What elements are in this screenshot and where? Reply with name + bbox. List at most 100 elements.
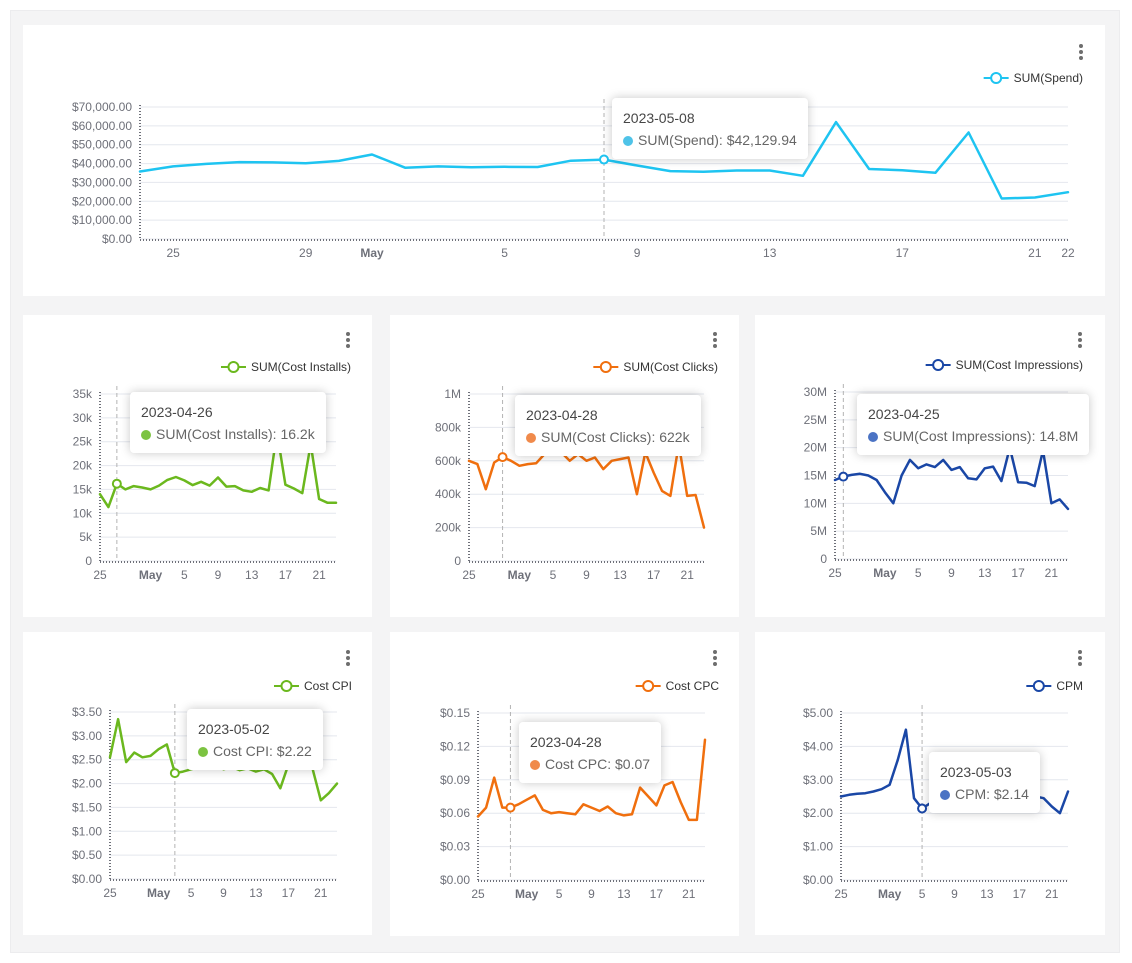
tooltip-value: SUM(Cost Impressions): 14.8M: [868, 426, 1078, 446]
y-tick-label: $3.50: [72, 705, 102, 719]
cpm-chart-svg: $0.00 $1.00 $2.00 $3.00 $4.00 $5.00 25 May 5 9 13 1…: [803, 679, 1083, 901]
cost-impressions-tooltip: 2023-04-25 SUM(Cost Impressions): 14.8M: [857, 394, 1090, 455]
cpm-tooltip: 2023-05-03 CPM: $2.14: [929, 752, 1040, 813]
cost-cpc-chart-svg: $0.00 $0.03 $0.06 $0.09 $0.12 $0.15 25 May 5 9 13 1…: [440, 679, 719, 901]
x-tick-label: 13: [978, 566, 992, 580]
tooltip-date: 2023-04-28: [526, 407, 598, 423]
x-tick-label: 9: [583, 568, 590, 582]
highlighted-data-point: [497, 452, 508, 463]
x-tick-label: 17: [1013, 887, 1027, 901]
tooltip-label: CPM: $2.14: [955, 786, 1029, 802]
x-tick-label: 25: [166, 246, 180, 260]
tooltip-series-dot: [940, 790, 950, 800]
x-tick-label: 17: [1011, 566, 1025, 580]
y-tick-label: 800k: [435, 420, 462, 434]
cost-installs-tooltip: 2023-04-26 SUM(Cost Installs): 16.2k: [130, 392, 326, 453]
y-tick-label: $0.00: [72, 872, 102, 886]
y-tick-label: $60,000.00: [72, 119, 132, 133]
x-tick-label: 5: [181, 568, 188, 582]
cost-cpc-tooltip: 2023-04-28 Cost CPC: $0.07: [519, 722, 662, 783]
x-tick-label: May: [139, 568, 163, 582]
series-line: [833, 446, 1070, 511]
x-tick-label: 13: [617, 887, 631, 901]
x-tick-label: 25: [103, 886, 117, 900]
legend-label: SUM(Spend): [1014, 71, 1083, 85]
y-tick-label: $4.00: [803, 739, 833, 753]
y-tick-label: $5.00: [803, 706, 833, 720]
x-tick-label: 21: [314, 886, 328, 900]
series-line: [476, 738, 707, 822]
x-tick-label: 13: [613, 568, 627, 582]
y-tick-label: 5M: [810, 524, 827, 538]
cost-impressions-menu-button[interactable]: [1073, 331, 1087, 353]
legend-circle-icon: [599, 361, 612, 373]
tooltip-date: 2023-05-03: [940, 764, 1012, 780]
x-tick-label: 17: [650, 887, 664, 901]
x-tick-label: 25: [834, 887, 848, 901]
y-tick-label: 0: [454, 554, 461, 568]
tooltip-date: 2023-04-26: [141, 404, 213, 420]
tooltip-label: SUM(Cost Impressions): 14.8M: [883, 428, 1079, 444]
y-tick-label: $1.00: [72, 824, 102, 838]
chart-panel-cost-cpi: $0.00 $0.50 $1.00 $1.50 $2.00 $2.50 $3.00 $3.50…: [23, 632, 372, 935]
y-tick-label: 0: [820, 552, 827, 566]
x-tick-label: 25: [93, 568, 107, 582]
tooltip-label: Cost CPI: $2.22: [213, 743, 312, 759]
spend-chart-svg: $0.00 $10,000.00 $20,000.00 $30,000.00 $40,0…: [72, 71, 1083, 260]
x-tick-label: 17: [279, 568, 293, 582]
highlighted-data-point: [838, 471, 849, 482]
cost-installs-menu-button[interactable]: [341, 331, 355, 353]
x-tick-label: 29: [299, 246, 313, 260]
legend-label: SUM(Cost Installs): [251, 360, 351, 374]
x-tick-label: 21: [682, 887, 696, 901]
y-tick-label: 5k: [79, 530, 93, 544]
chart-panel-cost-installs: 0 5k 10k 15k 20k 25k 30k 35k 25 May 5 9 13 17 21 SUM(Co…: [23, 315, 372, 617]
x-tick-label: 9: [215, 568, 222, 582]
x-tick-label: 17: [647, 568, 661, 582]
cost-cpi-menu-button[interactable]: [341, 649, 355, 671]
y-tick-label: 400k: [435, 487, 462, 501]
y-tick-label: $20,000.00: [72, 194, 132, 208]
cost-clicks-chart-svg: 0 200k 400k 600k 800k 1M 25 May 5 9 13 17 21 SUM(Cost…: [435, 360, 718, 582]
x-tick-label: 21: [312, 568, 326, 582]
x-tick-label: 17: [282, 886, 296, 900]
cost-cpc-menu-button[interactable]: [708, 649, 722, 671]
y-tick-label: $0.15: [440, 706, 470, 720]
cost-cpi-chart-svg: $0.00 $0.50 $1.00 $1.50 $2.00 $2.50 $3.00 $3.50…: [72, 679, 352, 900]
legend-label: Cost CPI: [304, 679, 352, 693]
x-tick-label: 25: [828, 566, 842, 580]
y-tick-label: $0.00: [803, 873, 833, 887]
y-tick-label: 10M: [804, 496, 827, 510]
series-line: [98, 430, 338, 509]
chart-panel-cost-impressions: 0 5M 10M 15M 20M 25M 30M 25 May 5 9 13 17 21 SUM(Cost …: [755, 315, 1105, 617]
cost-installs-chart-svg: 0 5k 10k 15k 20k 25k 30k 35k 25 May 5 9 13 17 21 SUM(Co…: [73, 360, 351, 582]
y-tick-label: $3.00: [72, 729, 102, 743]
legend-circle-icon: [1032, 680, 1045, 692]
cost-clicks-menu-button[interactable]: [708, 331, 722, 353]
tooltip-value: SUM(Cost Installs): 16.2k: [141, 424, 315, 444]
spend-tooltip: 2023-05-08 SUM(Spend): $42,129.94: [612, 98, 808, 159]
cost-cpi-tooltip: 2023-05-02 Cost CPI: $2.22: [187, 709, 323, 770]
series-line: [467, 442, 706, 529]
y-tick-label: $40,000.00: [72, 157, 132, 171]
y-tick-label: 30M: [804, 385, 827, 399]
y-tick-label: $50,000.00: [72, 138, 132, 152]
x-tick-label: May: [878, 887, 902, 901]
x-tick-label: May: [515, 887, 539, 901]
cpm-menu-button[interactable]: [1073, 649, 1087, 671]
tooltip-value: SUM(Cost Clicks): 622k: [526, 427, 690, 447]
legend-label: SUM(Cost Clicks): [623, 360, 718, 374]
tooltip-series-dot: [198, 747, 208, 757]
tooltip-date: 2023-05-02: [198, 721, 270, 737]
cost-impressions-chart-svg: 0 5M 10M 15M 20M 25M 30M 25 May 5 9 13 17 21 SUM(Cost …: [804, 358, 1083, 580]
tooltip-date: 2023-04-25: [868, 406, 940, 422]
chart-panel-spend: $0.00 $10,000.00 $20,000.00 $30,000.00 $40,0…: [23, 25, 1105, 296]
spend-menu-button[interactable]: [1074, 43, 1088, 65]
x-tick-label: 9: [588, 887, 595, 901]
y-tick-label: $2.00: [72, 777, 102, 791]
tooltip-series-dot: [868, 432, 878, 442]
x-tick-label: 21: [1028, 246, 1042, 260]
y-tick-label: $0.00: [440, 873, 470, 887]
y-tick-label: 15k: [73, 482, 93, 496]
x-tick-label: 21: [681, 568, 695, 582]
